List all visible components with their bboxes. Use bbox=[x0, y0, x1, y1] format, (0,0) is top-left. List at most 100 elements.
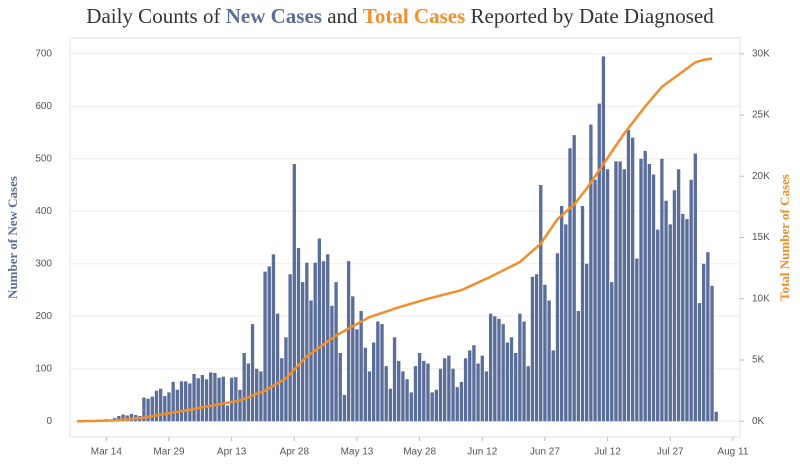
bar bbox=[534, 274, 539, 422]
bar bbox=[714, 411, 718, 422]
bar bbox=[647, 164, 652, 422]
bar bbox=[706, 252, 710, 422]
bar bbox=[564, 224, 568, 422]
bar bbox=[313, 262, 317, 422]
x-tick-label: Apr 28 bbox=[280, 447, 310, 458]
x-tick-label: Jul 27 bbox=[657, 447, 684, 458]
y-tick-label: 500 bbox=[35, 153, 52, 164]
y2-tick-label: 30K bbox=[752, 48, 770, 59]
bar bbox=[672, 190, 677, 422]
title-series-name: New Cases bbox=[225, 4, 322, 28]
bar bbox=[522, 321, 526, 422]
bar bbox=[184, 381, 188, 422]
bar bbox=[342, 395, 347, 422]
bar bbox=[630, 137, 635, 422]
bar bbox=[242, 353, 246, 422]
bar bbox=[585, 263, 589, 422]
bar bbox=[225, 405, 230, 422]
bar bbox=[426, 363, 430, 422]
bar bbox=[246, 363, 251, 422]
y-tick-label: 0 bbox=[46, 416, 52, 427]
bar bbox=[263, 271, 267, 422]
bar bbox=[163, 396, 167, 422]
bar bbox=[309, 300, 313, 422]
bar bbox=[589, 124, 593, 422]
bar bbox=[167, 392, 171, 422]
bar bbox=[292, 164, 296, 422]
bar bbox=[543, 284, 547, 422]
y2-axis-title: Total Number of Cases bbox=[777, 174, 792, 301]
bar bbox=[501, 324, 505, 422]
bar bbox=[601, 56, 606, 422]
bar bbox=[409, 392, 413, 422]
bar bbox=[392, 337, 397, 422]
bar bbox=[271, 254, 276, 422]
bar bbox=[488, 313, 493, 422]
line bbox=[77, 57, 713, 423]
bar bbox=[455, 387, 459, 422]
bar bbox=[559, 206, 564, 422]
bar bbox=[497, 318, 501, 422]
bar bbox=[158, 388, 163, 422]
bar bbox=[405, 379, 409, 422]
bar bbox=[463, 358, 468, 422]
bar bbox=[213, 372, 217, 422]
bar bbox=[526, 366, 530, 422]
bar bbox=[593, 179, 597, 422]
bar bbox=[551, 350, 555, 422]
bar bbox=[639, 158, 643, 422]
title-text: and bbox=[327, 4, 358, 28]
bar bbox=[417, 353, 422, 422]
bar bbox=[238, 389, 242, 422]
x-tick-label: May 13 bbox=[341, 447, 374, 458]
bar bbox=[676, 169, 681, 422]
bar bbox=[217, 377, 221, 422]
y2-tick-label: 20K bbox=[752, 171, 770, 182]
bar bbox=[346, 261, 351, 422]
y-tick-label: 200 bbox=[35, 311, 52, 322]
bar bbox=[321, 261, 326, 422]
bar bbox=[576, 311, 581, 422]
title-text: Reported by Date Diagnosed bbox=[470, 4, 714, 28]
x-tick-label: Jun 27 bbox=[530, 447, 560, 458]
bar bbox=[530, 276, 535, 422]
y-tick-label: 100 bbox=[35, 363, 52, 374]
chart-title: Daily Counts of New Cases and Total Case… bbox=[0, 4, 800, 29]
bar bbox=[660, 158, 664, 422]
x-tick-label: Mar 29 bbox=[153, 447, 185, 458]
bar bbox=[234, 377, 238, 422]
bar bbox=[505, 342, 510, 422]
bar bbox=[547, 300, 551, 422]
bar bbox=[355, 329, 359, 422]
bar bbox=[359, 311, 363, 422]
x-tick-label: Apr 13 bbox=[217, 447, 247, 458]
bar bbox=[413, 366, 418, 422]
y-tick-label: 300 bbox=[35, 258, 52, 269]
bar bbox=[626, 129, 631, 422]
title-series-name: Total Cases bbox=[362, 4, 466, 28]
bar bbox=[288, 274, 292, 422]
bar bbox=[121, 414, 125, 422]
bar bbox=[117, 416, 121, 422]
x-tick-label: Jul 12 bbox=[594, 447, 621, 458]
bar bbox=[397, 360, 401, 422]
bar bbox=[305, 262, 309, 422]
bar bbox=[171, 381, 175, 422]
bar bbox=[259, 371, 263, 422]
y-tick-label: 400 bbox=[35, 206, 52, 217]
bar bbox=[518, 313, 522, 422]
bar bbox=[209, 372, 213, 422]
bar bbox=[351, 296, 355, 422]
bar bbox=[150, 396, 154, 422]
x-tick-label: May 28 bbox=[403, 447, 436, 458]
y2-tick-label: 5K bbox=[752, 355, 765, 366]
bar bbox=[430, 392, 434, 422]
bar bbox=[472, 345, 476, 422]
x-tick-label: Jun 12 bbox=[467, 447, 497, 458]
bar bbox=[509, 337, 514, 422]
bar bbox=[179, 381, 184, 422]
bar bbox=[330, 305, 334, 422]
x-tick-label: Mar 14 bbox=[91, 447, 123, 458]
bar bbox=[326, 254, 330, 422]
